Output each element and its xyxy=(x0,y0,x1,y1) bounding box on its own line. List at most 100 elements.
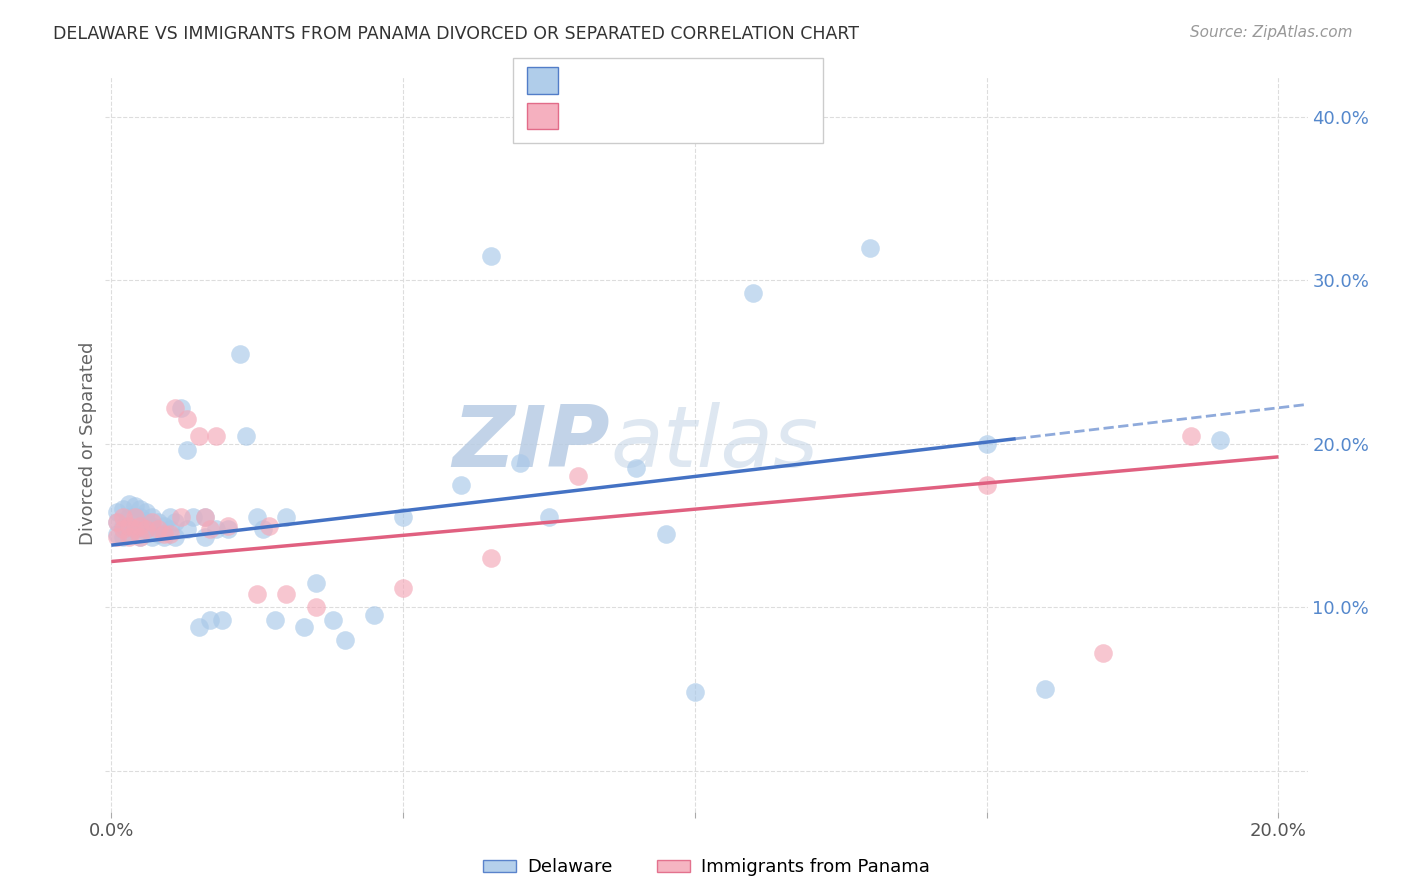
Point xyxy=(211,614,233,628)
Point xyxy=(165,516,187,530)
Point xyxy=(176,412,198,426)
Text: 66: 66 xyxy=(704,70,730,90)
Point xyxy=(118,510,141,524)
Point xyxy=(479,249,502,263)
Point xyxy=(141,530,163,544)
Point xyxy=(976,436,998,450)
Point xyxy=(304,575,326,590)
Point xyxy=(153,530,176,544)
Point xyxy=(333,633,356,648)
Point xyxy=(105,505,128,519)
Point xyxy=(246,510,269,524)
Point xyxy=(450,477,472,491)
Point xyxy=(742,286,765,301)
Point xyxy=(392,510,415,524)
Point xyxy=(187,428,209,442)
Point xyxy=(118,518,141,533)
Point xyxy=(626,461,648,475)
Point xyxy=(567,469,589,483)
Point xyxy=(479,551,502,566)
Point xyxy=(363,608,385,623)
Point xyxy=(276,510,298,524)
Point xyxy=(111,510,134,524)
Text: R =: R = xyxy=(569,70,610,90)
Point xyxy=(146,526,169,541)
Point xyxy=(129,530,152,544)
Point xyxy=(118,518,141,533)
Point xyxy=(537,510,560,524)
Text: 33: 33 xyxy=(704,106,731,126)
Point xyxy=(105,516,128,530)
Point xyxy=(124,510,146,524)
Point xyxy=(135,522,157,536)
Point xyxy=(509,457,531,471)
Point xyxy=(1180,428,1202,442)
Point xyxy=(159,522,181,536)
Point xyxy=(263,614,285,628)
Legend: Delaware, Immigrants from Panama: Delaware, Immigrants from Panama xyxy=(477,851,936,884)
Text: 0.209: 0.209 xyxy=(609,106,668,126)
Point xyxy=(105,526,128,541)
Point xyxy=(1209,434,1232,448)
Point xyxy=(124,514,146,528)
Point xyxy=(135,514,157,528)
Point xyxy=(200,522,222,536)
Point xyxy=(165,530,187,544)
Point xyxy=(859,241,882,255)
Point xyxy=(246,587,269,601)
Point xyxy=(1092,646,1115,660)
Text: N =: N = xyxy=(665,70,718,90)
Text: N =: N = xyxy=(665,106,718,126)
Point xyxy=(176,522,198,536)
Point xyxy=(205,522,228,536)
Text: R =: R = xyxy=(569,106,610,126)
Point xyxy=(683,685,706,699)
Point xyxy=(654,526,676,541)
Point xyxy=(141,518,163,533)
Point xyxy=(118,526,141,541)
Point xyxy=(235,428,257,442)
Point xyxy=(165,401,187,415)
Point xyxy=(170,510,193,524)
Point xyxy=(392,581,415,595)
Point xyxy=(170,401,193,415)
Point xyxy=(141,510,163,524)
Point xyxy=(146,516,169,530)
Point xyxy=(153,526,176,541)
Point xyxy=(200,614,222,628)
Point xyxy=(228,347,250,361)
Point xyxy=(111,502,134,516)
Point xyxy=(252,522,274,536)
Point xyxy=(194,510,217,524)
Point xyxy=(118,497,141,511)
Point xyxy=(276,587,298,601)
Point xyxy=(135,522,157,536)
Point xyxy=(129,502,152,516)
Point xyxy=(181,510,204,524)
Point xyxy=(129,510,152,524)
Text: atlas: atlas xyxy=(610,402,818,485)
Y-axis label: Divorced or Separated: Divorced or Separated xyxy=(79,343,97,545)
Point xyxy=(118,530,141,544)
Point xyxy=(135,505,157,519)
Point xyxy=(1033,681,1056,696)
Point xyxy=(292,620,315,634)
Point xyxy=(129,522,152,536)
Point xyxy=(176,443,198,458)
Point xyxy=(153,518,176,533)
Point xyxy=(217,522,239,536)
Point xyxy=(129,530,152,544)
Point xyxy=(105,530,128,544)
Point xyxy=(217,518,239,533)
Point xyxy=(111,522,134,536)
Point xyxy=(129,518,152,533)
Text: ZIP: ZIP xyxy=(453,402,610,485)
Point xyxy=(194,530,217,544)
Point xyxy=(105,516,128,530)
Point xyxy=(111,530,134,544)
Point xyxy=(257,518,280,533)
Point xyxy=(187,620,209,634)
Point xyxy=(146,522,169,536)
Point xyxy=(159,526,181,541)
Point xyxy=(194,510,217,524)
